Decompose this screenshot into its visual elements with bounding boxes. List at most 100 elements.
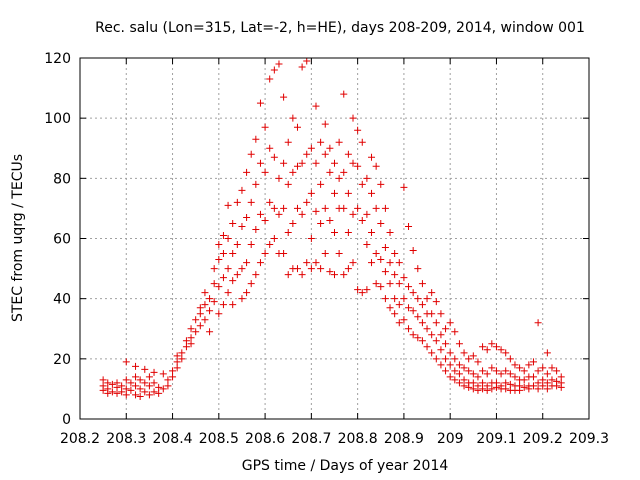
data-point — [293, 162, 301, 170]
data-point — [331, 228, 338, 236]
data-point — [340, 90, 348, 98]
data-point — [307, 235, 315, 242]
data-point — [502, 385, 510, 393]
data-point — [289, 219, 297, 227]
data-point — [469, 370, 477, 378]
y-tick-label: 60 — [53, 232, 71, 248]
data-point — [349, 259, 357, 267]
data-point — [266, 241, 274, 249]
data-point — [381, 244, 389, 252]
data-point — [432, 319, 440, 327]
data-point — [465, 367, 473, 375]
data-point — [483, 386, 491, 394]
data-point — [238, 295, 246, 303]
data-point — [331, 189, 338, 197]
data-point — [446, 373, 454, 381]
data-point — [525, 361, 533, 369]
data-point — [307, 265, 315, 273]
x-tick-label: 209.1 — [476, 431, 516, 447]
data-point — [418, 337, 426, 345]
data-point — [506, 380, 514, 388]
y-axis-label: STEC from uqrg / TECUs — [10, 154, 26, 322]
data-point — [150, 368, 158, 376]
data-point — [224, 265, 232, 273]
data-point — [335, 174, 343, 182]
data-point — [229, 250, 237, 258]
data-point — [340, 204, 348, 212]
data-point — [446, 349, 454, 357]
data-point — [122, 391, 130, 399]
data-point — [502, 349, 510, 357]
data-point — [326, 144, 334, 152]
data-point — [210, 298, 218, 306]
data-point — [108, 380, 116, 388]
data-point — [479, 379, 487, 387]
data-point — [145, 391, 153, 399]
data-point — [516, 364, 524, 372]
x-tick-label: 208.7 — [291, 431, 331, 447]
data-point — [136, 392, 144, 400]
data-point — [256, 159, 264, 167]
data-point — [317, 180, 325, 188]
y-tick-labels: 0 20 40 60 80 100 120 — [44, 51, 71, 428]
data-point — [377, 283, 385, 291]
data-point — [321, 120, 329, 128]
data-point — [219, 231, 227, 239]
data-point — [469, 379, 477, 387]
data-point — [256, 99, 264, 107]
data-point — [275, 174, 283, 182]
data-point — [340, 271, 348, 279]
data-point — [349, 210, 357, 218]
data-point — [169, 373, 177, 381]
chart-title: Rec. salu (Lon=315, Lat=-2, h=HE), days … — [95, 20, 585, 36]
data-point — [432, 337, 440, 345]
data-point — [432, 355, 440, 363]
data-point — [155, 383, 163, 391]
data-point — [289, 114, 297, 122]
data-point — [298, 210, 306, 218]
data-point — [400, 274, 408, 282]
data-point — [118, 388, 126, 396]
data-point — [312, 207, 320, 215]
data-point — [247, 150, 255, 158]
data-point — [270, 204, 278, 212]
data-point — [372, 162, 380, 170]
data-point — [553, 382, 561, 390]
data-point — [529, 373, 537, 381]
data-point — [372, 204, 380, 212]
data-point — [280, 93, 288, 101]
data-point — [469, 385, 477, 393]
data-point — [368, 153, 376, 161]
data-point — [312, 159, 320, 167]
data-point — [284, 228, 292, 236]
data-point — [354, 286, 362, 294]
data-point — [506, 355, 514, 363]
y-tick-label: 0 — [62, 412, 71, 428]
y-tick-label: 100 — [44, 111, 71, 127]
data-point — [543, 349, 551, 357]
data-point — [377, 219, 385, 227]
data-point — [229, 301, 237, 309]
data-point — [303, 57, 311, 65]
data-point — [256, 259, 264, 267]
data-point — [511, 361, 519, 369]
data-point — [381, 204, 389, 212]
data-point — [409, 331, 417, 339]
y-tick-label: 80 — [53, 171, 71, 187]
data-point — [280, 159, 288, 167]
data-point — [557, 383, 565, 391]
data-point — [307, 144, 315, 152]
data-point — [331, 159, 338, 167]
data-point — [372, 280, 380, 288]
data-point — [238, 222, 246, 230]
data-point — [317, 265, 325, 273]
data-point — [381, 295, 389, 303]
data-point — [455, 370, 463, 378]
data-point — [400, 316, 408, 324]
data-point — [502, 379, 510, 387]
data-point — [418, 301, 426, 309]
data-point — [395, 301, 403, 309]
data-point — [428, 310, 436, 318]
y-tick-label: 20 — [53, 352, 71, 368]
data-point — [442, 340, 450, 348]
